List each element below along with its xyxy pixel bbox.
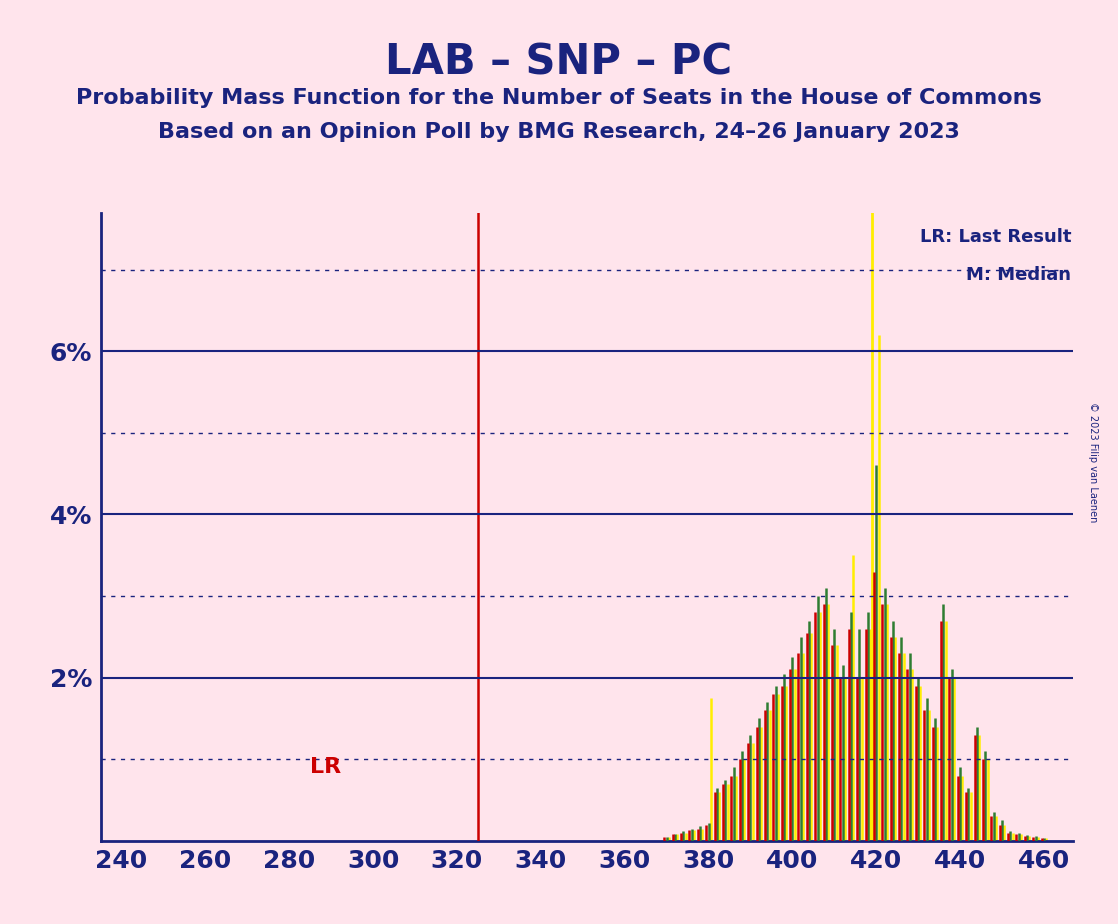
Text: LAB – SNP – PC: LAB – SNP – PC xyxy=(386,42,732,83)
Text: LR: LR xyxy=(310,758,341,777)
Text: © 2023 Filip van Laenen: © 2023 Filip van Laenen xyxy=(1089,402,1098,522)
Text: Probability Mass Function for the Number of Seats in the House of Commons: Probability Mass Function for the Number… xyxy=(76,88,1042,108)
Text: Based on an Opinion Poll by BMG Research, 24–26 January 2023: Based on an Opinion Poll by BMG Research… xyxy=(158,122,960,142)
Text: M: Median: M: Median xyxy=(966,266,1071,284)
Text: LR: Last Result: LR: Last Result xyxy=(920,228,1071,246)
